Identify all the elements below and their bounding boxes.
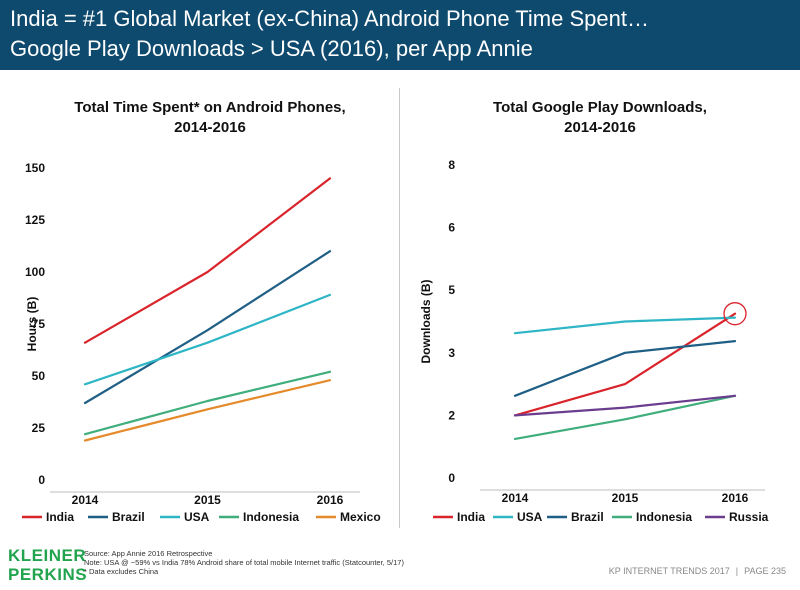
time-chart-title-line1: Total Time Spent* on Android Phones,	[74, 99, 345, 116]
downloads-series-line-russia	[513, 394, 737, 417]
downloads-chart-title-line1: Total Google Play Downloads,	[493, 99, 707, 116]
downloads-y-tick-0: 0	[448, 471, 455, 485]
time-legend-label-india: India	[46, 510, 74, 524]
time-legend-label-mexico: Mexico	[340, 510, 381, 524]
time-series-line-india	[83, 177, 332, 344]
usa-india-note: Note: USA @ ~59% vs India 78% Android sh…	[84, 558, 404, 567]
page-number: PAGE 235	[744, 566, 786, 576]
report-name: KP INTERNET TRENDS 2017	[608, 566, 730, 576]
data-note: * Data excludes China	[84, 567, 159, 576]
slide-header: India = #1 Global Market (ex-China) Andr…	[0, 0, 800, 70]
time-y-tick-75: 75	[32, 317, 46, 331]
time-chart-title-line2: 2014-2016	[174, 119, 246, 136]
time-series-line-indonesia	[83, 370, 332, 436]
downloads-y-axis-label: Downloads (B)	[419, 280, 433, 364]
downloads-legend-label-indonesia: Indonesia	[636, 510, 692, 524]
time-spent-chart: Total Time Spent* on Android Phones, 2014…	[22, 99, 381, 524]
downloads-series-line-india	[513, 312, 737, 417]
downloads-legend-label-brazil: Brazil	[571, 510, 604, 524]
time-y-axis-label: Hours (B)	[25, 297, 39, 352]
downloads-y-tick-2: 3	[448, 346, 455, 360]
time-y-tick-0: 0	[38, 473, 45, 487]
downloads-y-tick-1: 2	[448, 408, 455, 422]
logo-line1: KLEINER	[8, 546, 87, 565]
time-x-tick-2016: 2016	[317, 493, 344, 507]
downloads-y-tick-5: 8	[448, 158, 455, 172]
time-legend-label-usa: USA	[184, 510, 210, 524]
time-y-tick-150: 150	[25, 161, 45, 175]
footer-separator: |	[735, 566, 739, 576]
downloads-y-tick-4: 6	[448, 221, 455, 235]
slide-title-line1: India = #1 Global Market (ex-China) Andr…	[10, 6, 649, 31]
time-y-tick-100: 100	[25, 265, 45, 279]
time-y-tick-25: 25	[32, 421, 46, 435]
downloads-legend-label-usa: USA	[517, 510, 543, 524]
downloads-x-tick-2016: 2016	[722, 491, 749, 505]
kleiner-perkins-logo: KLEINER PERKINS	[8, 546, 87, 584]
downloads-series-line-brazil	[513, 340, 737, 397]
time-x-tick-2014: 2014	[72, 493, 99, 507]
footer-notes: Source: App Annie 2016 Retrospective Not…	[84, 549, 404, 576]
time-legend-label-indonesia: Indonesia	[243, 510, 299, 524]
chart-divider	[399, 88, 400, 528]
slide-title-line2: Google Play Downloads > USA (2016), per …	[10, 36, 533, 61]
downloads-legend-label-india: India	[457, 510, 485, 524]
time-series-line-mexico	[83, 379, 332, 442]
time-y-tick-125: 125	[25, 213, 45, 227]
time-y-tick-50: 50	[32, 369, 46, 383]
time-legend-label-brazil: Brazil	[112, 510, 145, 524]
downloads-legend-label-russia: Russia	[729, 510, 769, 524]
downloads-x-tick-2014: 2014	[502, 491, 529, 505]
downloads-x-tick-2015: 2015	[612, 491, 639, 505]
downloads-highlight-circle	[723, 302, 747, 326]
time-x-tick-2015: 2015	[194, 493, 221, 507]
time-series-line-usa	[83, 293, 332, 386]
page-footer: KP INTERNET TRENDS 2017 | PAGE 235	[609, 566, 786, 576]
downloads-series-line-usa	[513, 316, 737, 335]
time-series-line-brazil	[83, 250, 332, 405]
downloads-chart: Total Google Play Downloads, 2014-2016 Dow…	[419, 99, 769, 524]
downloads-y-tick-3: 5	[448, 283, 455, 297]
downloads-series-line-indonesia	[513, 394, 737, 440]
downloads-chart-title-line2: 2014-2016	[564, 119, 636, 136]
source-note: Source: App Annie 2016 Retrospective	[84, 549, 213, 558]
logo-line2: PERKINS	[8, 565, 88, 584]
